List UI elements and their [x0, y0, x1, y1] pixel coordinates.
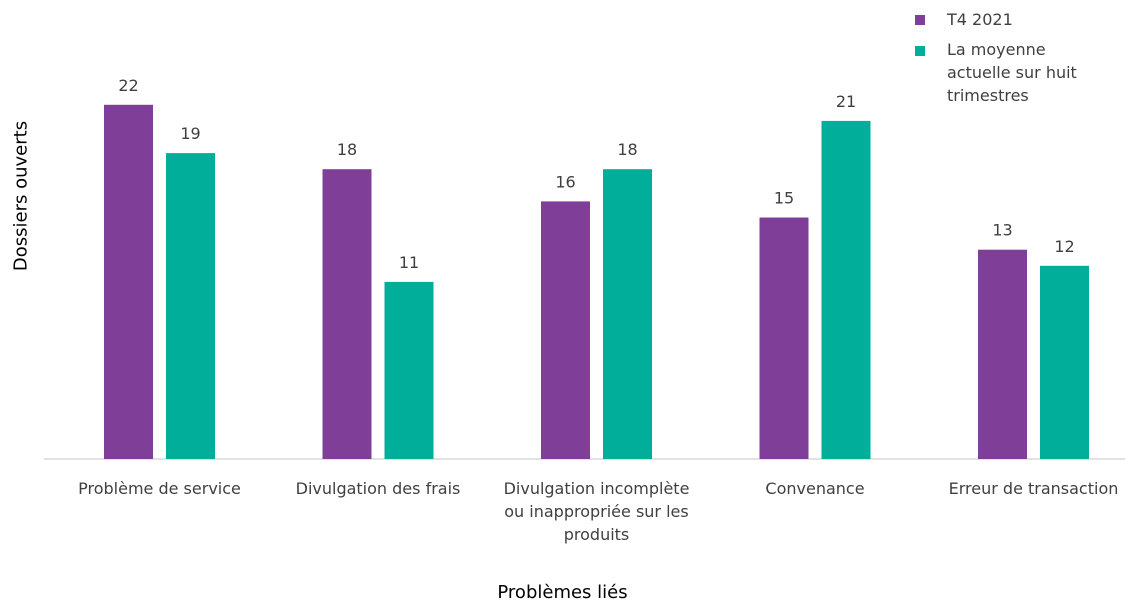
category-label-line: Problème de service — [78, 479, 241, 498]
bar-t4-2021-4 — [978, 249, 1027, 459]
data-label-t4-2021-1: 18 — [337, 140, 357, 159]
legend-label-t4-2021: T4 2021 — [947, 10, 1013, 29]
bar-moyenne-0 — [166, 153, 215, 459]
category-label-line: Divulgation des frais — [295, 479, 461, 498]
bar-t4-2021-0 — [104, 104, 153, 460]
category-label-line: Erreur de transaction — [948, 479, 1119, 498]
data-label-moyenne-2: 18 — [617, 140, 637, 159]
data-label-moyenne-0: 19 — [180, 124, 200, 143]
bar-moyenne-1 — [384, 281, 434, 459]
data-label-moyenne-4: 12 — [1054, 237, 1074, 256]
legend-swatch-moyenne — [915, 46, 925, 56]
bar-t4-2021-1 — [322, 169, 372, 459]
legend-label-moyenne: La moyenne actuelle sur huit trimestres — [947, 40, 1077, 105]
category-label-line: produits — [563, 525, 630, 544]
legend: T4 2021 La moyenne actuelle sur huit tri… — [915, 8, 1115, 114]
category-label-line: ou inappropriée sur les — [504, 502, 689, 521]
bar-moyenne-3 — [821, 120, 871, 460]
bar-moyenne-4 — [1040, 265, 1089, 459]
category-label-line: Convenance — [765, 479, 865, 498]
x-axis-title: Problèmes liés — [497, 582, 628, 603]
data-label-t4-2021-2: 16 — [555, 172, 575, 191]
legend-swatch-t4-2021 — [915, 15, 925, 25]
data-label-t4-2021-3: 15 — [774, 189, 794, 208]
category-label-2: Divulgation incomplète ou inappropriée su… — [487, 477, 707, 546]
data-label-moyenne-3: 21 — [836, 92, 856, 111]
bar-t4-2021-3 — [759, 217, 809, 459]
legend-item-moyenne: La moyenne actuelle sur huit trimestres — [915, 38, 1087, 107]
y-axis-title: Dossiers ouverts — [10, 120, 32, 272]
legend-item-t4-2021: T4 2021 — [915, 8, 1115, 31]
category-label-line: Divulgation incomplète — [503, 479, 690, 498]
category-label-3: Convenance — [705, 477, 925, 500]
data-labels-group: 22 19 18 11 16 18 15 21 13 12 — [118, 76, 1074, 272]
data-label-t4-2021-4: 13 — [992, 221, 1012, 240]
bar-moyenne-2 — [603, 169, 652, 459]
category-label-4: Erreur de transaction — [924, 477, 1125, 500]
category-label-0: Problème de service — [50, 477, 270, 500]
category-label-1: Divulgation des frais — [268, 477, 488, 500]
bars-group — [104, 104, 1089, 460]
bar-t4-2021-2 — [541, 201, 590, 459]
data-label-moyenne-1: 11 — [399, 253, 419, 272]
data-label-t4-2021-0: 22 — [118, 76, 138, 95]
